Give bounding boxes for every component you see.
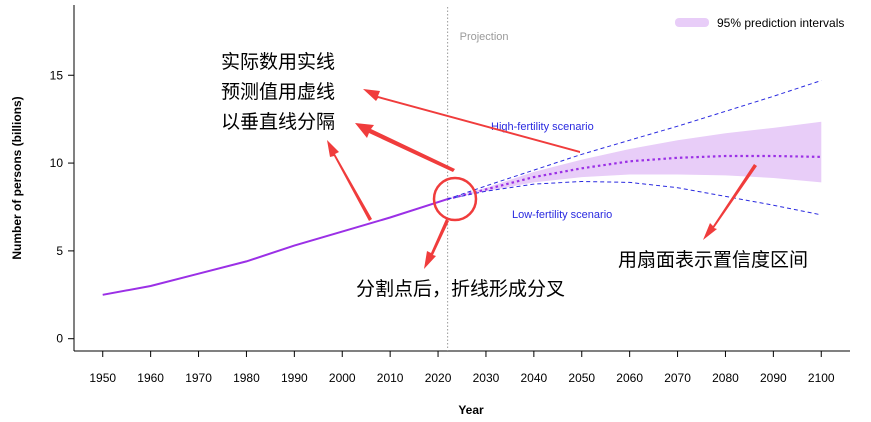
arrow-to-fan-note [703,164,757,240]
prediction-interval-band [447,121,822,200]
x-tick-label: 1950 [89,371,116,385]
arrow-to-line-style-3 [355,123,455,172]
x-tick-label: 2000 [329,371,356,385]
x-tick-label: 2060 [616,371,643,385]
x-tick-label: 2050 [568,371,595,385]
split-point-circle [432,176,478,222]
annotation-line-style-3: 以垂直线分隔 [221,111,335,133]
annotation-line-style-1: 实际数用实线 [221,51,335,73]
x-tick-label: 2020 [425,371,452,385]
x-tick-label: 2040 [521,371,548,385]
arrow-to-line-style-2 [363,89,580,153]
y-axis-title: Number of persons (billions) [10,96,24,259]
x-axis-title: Year [458,403,484,417]
x-tick-label: 1970 [185,371,212,385]
arrow-to-split-note [424,219,449,269]
y-tick-label: 0 [56,332,63,346]
x-tick-label: 2010 [377,371,404,385]
x-tick-label: 2100 [808,371,835,385]
x-tick-label: 1980 [233,371,260,385]
arrow-to-line-style-3-b [327,140,372,221]
x-tick-label: 2030 [473,371,500,385]
high-fertility-line [447,80,822,200]
annotation-arrows [327,89,757,269]
observed-series-line [102,198,448,296]
annotation-split-note: 分割点后，折线形成分叉 [356,278,565,300]
y-tick-label: 10 [50,156,64,170]
high-fertility-point [772,95,774,97]
y-tick-label: 15 [50,68,64,82]
x-tick-label: 2080 [712,371,739,385]
high-fertility-label: High-fertility scenario [491,121,594,133]
legend-label: 95% prediction intervals [717,16,844,30]
x-ticks: 1950 1960 1970 1980 1990 2000 2010 2020 2030 2040… [89,351,835,385]
x-tick-label: 2090 [760,371,787,385]
high-fertility-point [485,185,487,187]
y-ticks: 0 5 10 15 [50,68,74,346]
median-projection-line [447,154,822,201]
annotation-fan-note: 用扇面表示置信度区间 [618,249,808,271]
y-tick-label: 5 [56,244,63,258]
low-fertility-line [447,180,822,216]
x-tick-label: 2070 [664,371,691,385]
x-tick-label: 1960 [137,371,164,385]
low-fertility-point [820,214,822,216]
annotation-line-style-2: 预测值用虚线 [221,81,335,103]
projection-label: Projection [460,31,509,43]
legend-swatch [675,18,709,27]
x-tick-label: 1990 [281,371,308,385]
low-fertility-label: Low-fertility scenario [512,209,612,221]
